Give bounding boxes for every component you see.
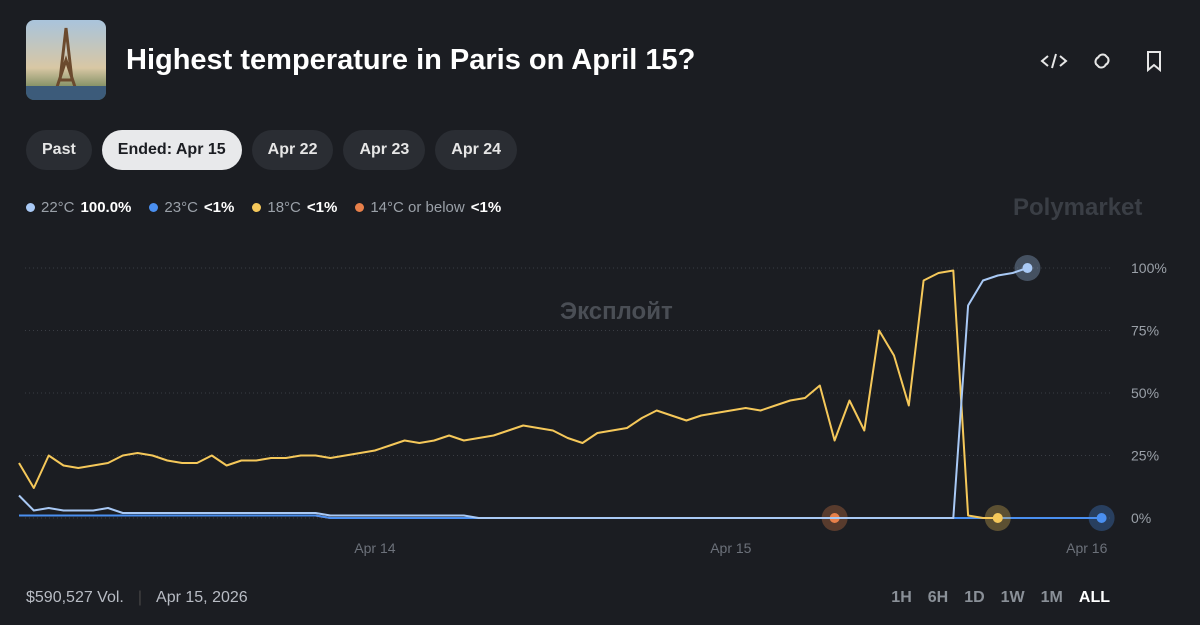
range-button[interactable]: 6H	[927, 589, 949, 606]
watermark: Polymarket	[1013, 194, 1143, 221]
y-tick-label: 75%	[1131, 323, 1159, 339]
range-selector: 1H 6H 1D 1W 1M ALL	[891, 589, 1110, 607]
watermark: Эксплойт	[560, 298, 673, 325]
legend-value: 100.0%	[80, 199, 132, 216]
volume: $590,527 Vol.	[26, 589, 124, 606]
end-point	[992, 513, 1003, 523]
y-tick-label: 25%	[1131, 448, 1159, 464]
end-point	[1096, 513, 1107, 523]
market-image	[26, 20, 106, 100]
series-line	[18, 267, 1028, 519]
filter-pill[interactable]: Apr 23	[343, 130, 426, 170]
series-line	[18, 269, 998, 519]
legend-name: 14°C or below	[370, 199, 465, 216]
end-point	[1022, 263, 1033, 273]
legend-swatch	[252, 203, 262, 212]
filter-pill[interactable]: Apr 22	[251, 130, 334, 170]
range-button[interactable]: 1H	[891, 589, 912, 606]
legend-item: 23°C <1%	[149, 199, 234, 216]
embed-button[interactable]	[1040, 53, 1068, 69]
range-button[interactable]: ALL	[1078, 589, 1110, 606]
range-button[interactable]: 1W	[1000, 589, 1025, 606]
end-date: Apr 15, 2026	[156, 589, 248, 606]
link-button[interactable]	[1094, 53, 1110, 69]
x-tick-label: Apr 14	[354, 540, 395, 556]
bookmark-button[interactable]	[1147, 51, 1161, 73]
legend-swatch	[26, 203, 35, 212]
legend-swatch	[149, 203, 159, 212]
x-tick-label: Apr 15	[710, 540, 751, 556]
market-title: Highest temperature in Paris on April 15…	[126, 44, 696, 76]
legend-name: 18°C	[267, 199, 301, 216]
legend-swatch	[355, 203, 365, 212]
filter-pill[interactable]: Apr 24	[435, 130, 518, 170]
legend-value: <1%	[203, 199, 235, 216]
tower-icon	[26, 27, 106, 100]
y-tick-label: 100%	[1131, 260, 1167, 276]
legend-value: <1%	[306, 199, 338, 216]
x-tick-label: Apr 16	[1066, 540, 1107, 556]
range-button[interactable]: 1D	[964, 589, 985, 606]
legend-item: 22°C 100.0%	[26, 199, 131, 216]
divider: |	[137, 589, 143, 606]
filter-pill[interactable]: Ended: Apr 15	[101, 130, 242, 170]
legend-item: 18°C <1%	[252, 199, 337, 216]
filter-pill[interactable]: Past	[26, 130, 92, 170]
legend-name: 23°C	[164, 199, 198, 216]
y-tick-label: 50%	[1131, 385, 1159, 401]
range-button[interactable]: 1M	[1040, 589, 1063, 606]
legend-item: 14°C or below <1%	[355, 199, 501, 216]
legend: 22°C 100.0% 23°C <1% 18°C <1% 14°C or below <1%	[26, 199, 501, 216]
footer: $590,527 Vol. | Apr 15, 2026	[26, 589, 248, 607]
legend-name: 22°C	[41, 199, 75, 216]
legend-value: <1%	[470, 199, 502, 216]
date-filters: Past Ended: Apr 15 Apr 22 Apr 23 Apr 24	[26, 130, 518, 170]
y-tick-label: 0%	[1131, 510, 1151, 526]
header-actions	[1040, 51, 1161, 73]
